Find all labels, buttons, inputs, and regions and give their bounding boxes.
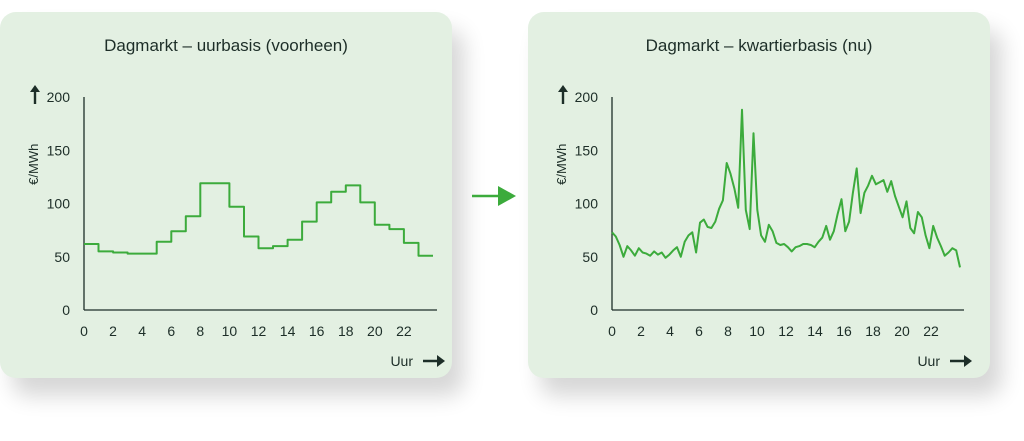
x-tick-label: 16 — [836, 323, 852, 339]
x-tick-label: 0 — [608, 323, 616, 339]
y-tick-label: 150 — [47, 142, 71, 158]
y-axis-label: €/MWh — [554, 144, 569, 185]
y-tick-label: 50 — [54, 249, 70, 265]
x-tick-label: 8 — [724, 323, 732, 339]
transition-arrow-icon — [472, 186, 516, 206]
x-tick-label: 6 — [167, 323, 175, 339]
x-tick-label: 20 — [367, 323, 383, 339]
x-tick-label: 8 — [196, 323, 204, 339]
x-tick-label: 18 — [865, 323, 881, 339]
y-tick-label: 200 — [47, 89, 71, 105]
chart-title: Dagmarkt – kwartierbasis (nu) — [645, 36, 873, 55]
x-tick-label: 4 — [138, 323, 146, 339]
y-tick-label: 150 — [575, 142, 599, 158]
y-tick-label: 100 — [47, 196, 71, 212]
x-tick-label: 22 — [923, 323, 939, 339]
x-axis-arrow-icon — [964, 355, 972, 367]
y-axis-label: €/MWh — [26, 144, 41, 185]
x-tick-label: 18 — [338, 323, 354, 339]
chart-title: Dagmarkt – uurbasis (voorheen) — [104, 36, 348, 55]
x-tick-label: 6 — [695, 323, 703, 339]
quarter-hourly-price-chart: 0 50 100 150 200 0 2 4 6 8 10 12 14 16 18 20 22 €/MWh Uur — [554, 85, 972, 369]
x-tick-label: 2 — [637, 323, 645, 339]
y-axis-arrow-icon — [30, 85, 40, 92]
series-line — [84, 182, 433, 257]
y-tick-label: 0 — [62, 302, 70, 318]
x-axis-arrow-icon — [437, 355, 445, 367]
x-tick-label: 14 — [280, 323, 296, 339]
y-tick-label: 200 — [575, 89, 599, 105]
x-tick-label: 10 — [749, 323, 765, 339]
y-tick-label: 50 — [582, 249, 598, 265]
hourly-chart-card: Dagmarkt – uurbasis (voorheen) 0 50 100 150… — [0, 12, 452, 378]
x-tick-label: 22 — [396, 323, 412, 339]
x-tick-label: 16 — [309, 323, 325, 339]
x-tick-label: 12 — [251, 323, 267, 339]
x-tick-label: 12 — [778, 323, 794, 339]
x-tick-label: 0 — [80, 323, 88, 339]
x-tick-label: 10 — [222, 323, 238, 339]
quarter-hourly-chart-card: Dagmarkt – kwartierbasis (nu) 0 50 100 150 2… — [528, 12, 990, 378]
x-tick-label: 20 — [894, 323, 910, 339]
hourly-price-chart: 0 50 100 150 200 0 2 4 6 8 10 12 14 16 18 20 22 €/MWh Uur — [26, 85, 445, 369]
y-tick-label: 100 — [575, 196, 599, 212]
y-tick-label: 0 — [590, 302, 598, 318]
x-axis-label: Uur — [390, 353, 413, 369]
x-tick-label: 4 — [666, 323, 674, 339]
x-axis-label: Uur — [917, 353, 940, 369]
x-tick-label: 14 — [807, 323, 823, 339]
transition-arrow-head — [498, 186, 516, 206]
x-tick-label: 2 — [109, 323, 117, 339]
series-line — [611, 108, 961, 268]
y-axis-arrow-icon — [558, 85, 568, 92]
